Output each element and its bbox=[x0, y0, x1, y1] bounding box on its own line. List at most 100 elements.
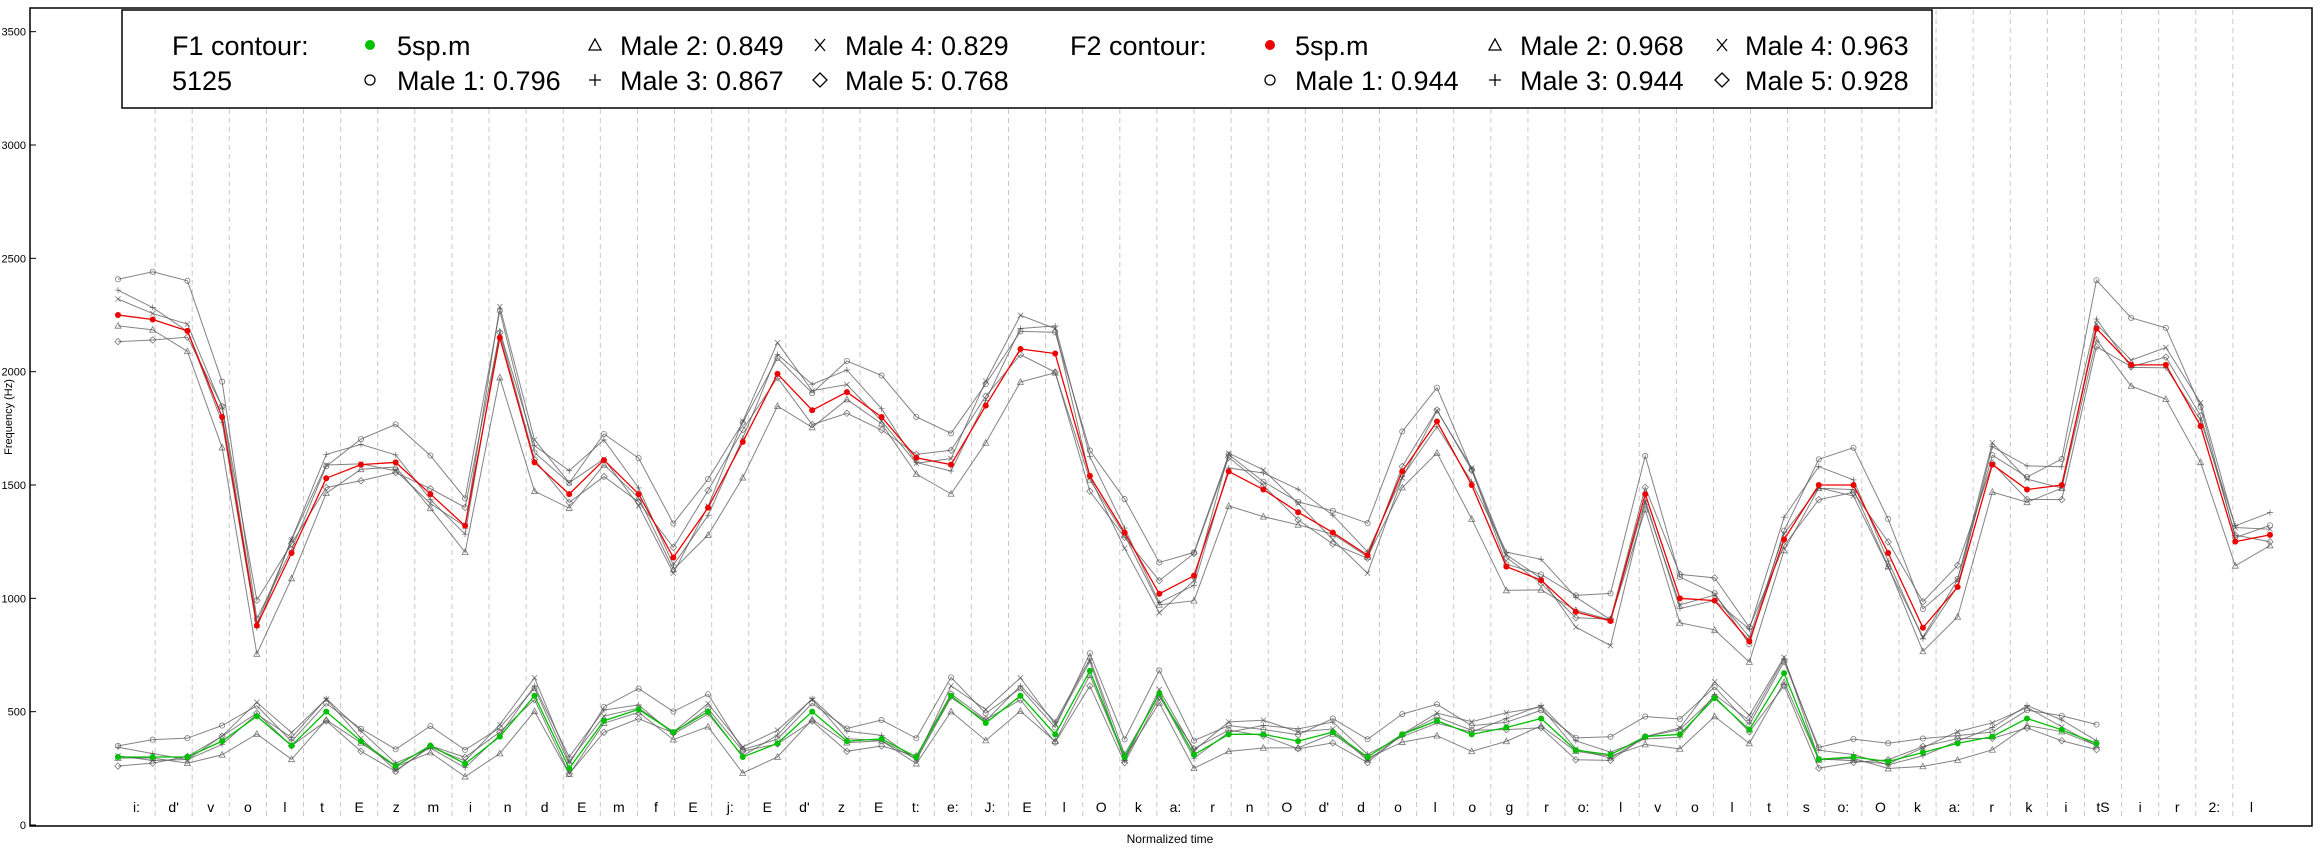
f2-mean-point bbox=[115, 312, 121, 318]
f1-mean-point bbox=[1087, 668, 1093, 674]
f1-mean-point bbox=[1642, 734, 1648, 740]
segment-label: z bbox=[838, 799, 845, 815]
f1-mean-point bbox=[913, 754, 919, 760]
segment-label: d bbox=[541, 799, 549, 815]
f2-mean-point bbox=[2163, 362, 2169, 368]
segment-label: a: bbox=[1949, 799, 1961, 815]
f1-speaker-4-point bbox=[254, 700, 259, 705]
legend-dot-red-icon bbox=[1265, 40, 1275, 50]
f2-speaker-4-point bbox=[775, 340, 780, 345]
f2-mean-point bbox=[844, 389, 850, 395]
f2-speaker-4-point bbox=[150, 311, 155, 316]
segment-label: o bbox=[1691, 799, 1699, 815]
f2-speaker-4-point bbox=[1330, 537, 1335, 542]
f1-speaker-4-point bbox=[289, 730, 294, 735]
legend-f1-item-2: Male 2: 0.849 bbox=[620, 31, 784, 61]
f1-mean-point bbox=[393, 763, 399, 769]
f1-mean-point bbox=[1365, 754, 1371, 760]
f2-mean-point bbox=[1816, 482, 1822, 488]
segment-label: o bbox=[1468, 799, 1476, 815]
f2-mean-point bbox=[323, 475, 329, 481]
y-tick-label: 3000 bbox=[2, 140, 26, 152]
f2-mean-point bbox=[1434, 419, 1440, 425]
f1-mean-point bbox=[879, 736, 885, 742]
f2-mean-point bbox=[1156, 591, 1162, 597]
f2-speaker-3-point bbox=[1260, 470, 1266, 476]
f1-mean-point bbox=[740, 754, 746, 760]
f2-speaker-3-point bbox=[1087, 454, 1093, 460]
f2-mean-point bbox=[1642, 491, 1648, 497]
f1-mean-point bbox=[1052, 731, 1058, 737]
f1-mean-point bbox=[2024, 715, 2030, 721]
segment-label: g bbox=[1505, 799, 1513, 815]
f2-mean-point bbox=[462, 523, 468, 529]
legend-f1-item-4: Male 4: 0.829 bbox=[845, 31, 1009, 61]
legend: F1 contour: 5125 F2 contour: 5sp.m Male … bbox=[122, 10, 1932, 108]
f1-mean-point bbox=[670, 729, 676, 735]
f2-mean-point bbox=[184, 328, 190, 334]
legend-f2-item-1: Male 1: 0.944 bbox=[1295, 66, 1459, 96]
f1-mean-point bbox=[1850, 754, 1856, 760]
f2-mean-point bbox=[1295, 509, 1301, 515]
f1-mean-point bbox=[1712, 695, 1718, 701]
y-tick-label: 1000 bbox=[2, 593, 26, 605]
f2-speaker-3-point bbox=[948, 468, 954, 474]
segment-label: l bbox=[1434, 799, 1437, 815]
f2-mean-point bbox=[1677, 595, 1683, 601]
segment-label: E bbox=[688, 799, 697, 815]
segment-label: d' bbox=[799, 799, 809, 815]
f1-mean-point bbox=[566, 765, 572, 771]
f2-mean-point bbox=[1955, 584, 1961, 590]
f2-mean-point bbox=[1017, 346, 1023, 352]
f1-mean-point bbox=[1503, 725, 1509, 731]
f2-speaker-4-point bbox=[671, 571, 676, 576]
f1-mean-point bbox=[1816, 756, 1822, 762]
segment-label: o: bbox=[1837, 799, 1849, 815]
segment-label: d bbox=[1357, 799, 1365, 815]
f2-mean-point bbox=[1989, 462, 1995, 468]
f1-mean-point bbox=[2059, 727, 2065, 733]
f1-speaker-4-point bbox=[1712, 679, 1717, 684]
segment-label: l bbox=[2250, 799, 2253, 815]
f1-mean-point bbox=[427, 743, 433, 749]
f2-mean-point bbox=[566, 491, 572, 497]
f1-speaker-4-point bbox=[1018, 675, 1023, 680]
f1-mean-point bbox=[948, 693, 954, 699]
f1-mean-point bbox=[497, 734, 503, 740]
f2-mean-point bbox=[740, 439, 746, 445]
segment-label: r bbox=[1989, 799, 1994, 815]
segment-label: E bbox=[577, 799, 586, 815]
segment-label: 2: bbox=[2209, 799, 2221, 815]
y-axis-label: Frequency (Hz) bbox=[3, 379, 15, 455]
segment-label: z bbox=[393, 799, 400, 815]
legend-f2-item-0: 5sp.m bbox=[1295, 31, 1369, 61]
segment-label: a: bbox=[1170, 799, 1182, 815]
segment-label: r bbox=[1210, 799, 1215, 815]
segment-label: m bbox=[613, 799, 625, 815]
f2-mean-point bbox=[1122, 530, 1128, 536]
f2-speaker-4-point bbox=[567, 480, 572, 485]
segment-label: o: bbox=[1578, 799, 1590, 815]
segment-label: tS bbox=[2096, 799, 2109, 815]
f1-mean-point bbox=[462, 761, 468, 767]
f2-speaker-3-point bbox=[358, 441, 364, 447]
f1-mean-point bbox=[254, 713, 260, 719]
f1-mean-point bbox=[184, 754, 190, 760]
segment-label: d' bbox=[1319, 799, 1329, 815]
f1-mean-point bbox=[219, 738, 225, 744]
f1-mean-point bbox=[1573, 747, 1579, 753]
f1-mean-point bbox=[1677, 731, 1683, 737]
segment-label: s bbox=[1803, 799, 1810, 815]
f2-mean-point bbox=[2024, 487, 2030, 493]
f1-mean-point bbox=[1191, 752, 1197, 758]
y-tick-label: 1500 bbox=[2, 480, 26, 492]
f1-mean-point bbox=[1330, 729, 1336, 735]
legend-f2-item-5: Male 5: 0.928 bbox=[1745, 66, 1909, 96]
f1-speaker-4-point bbox=[532, 675, 537, 680]
legend-f2-item-4: Male 4: 0.963 bbox=[1745, 31, 1909, 61]
f1-mean-point bbox=[1399, 731, 1405, 737]
f2-speaker-3-point bbox=[2267, 510, 2273, 516]
f2-mean-point bbox=[2198, 423, 2204, 429]
segment-label: o bbox=[1394, 799, 1402, 815]
f1-mean-point bbox=[1017, 693, 1023, 699]
